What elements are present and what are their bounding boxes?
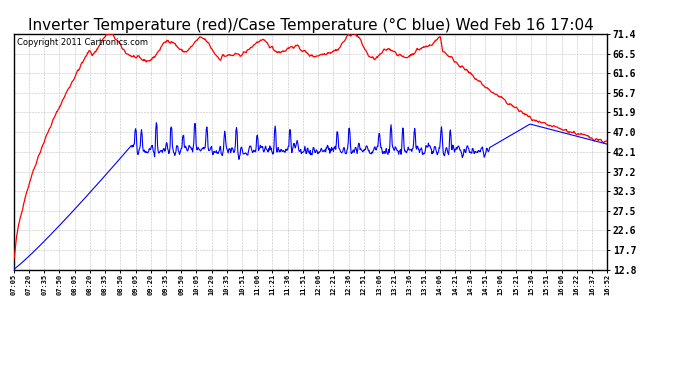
Text: Copyright 2011 Cartronics.com: Copyright 2011 Cartronics.com [17, 39, 148, 48]
Title: Inverter Temperature (red)/Case Temperature (°C blue) Wed Feb 16 17:04: Inverter Temperature (red)/Case Temperat… [28, 18, 593, 33]
